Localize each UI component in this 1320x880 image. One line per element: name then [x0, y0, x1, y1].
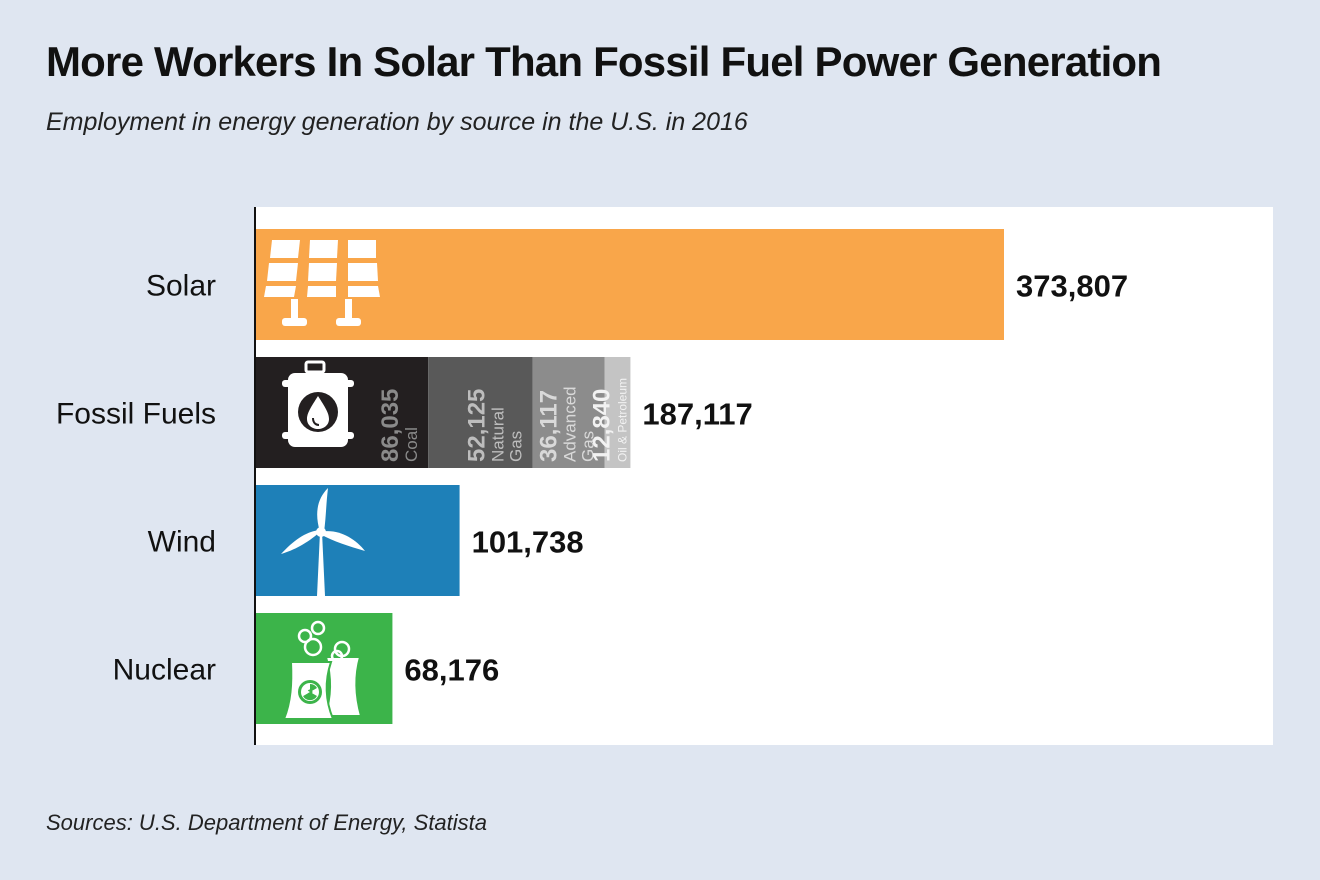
segment-value-oil-petroleum: 12,840	[588, 389, 615, 462]
segment-name-advanced-gas: Gas	[579, 431, 598, 462]
category-label-solar: Solar	[146, 270, 216, 303]
segment-name-natural-gas: Natural	[488, 407, 507, 462]
segment-name-oil-petroleum: Oil & Petroleum	[615, 378, 629, 462]
value-label-nuclear: 68,176	[404, 653, 499, 688]
chart-subtitle: Employment in energy generation by sourc…	[46, 108, 748, 136]
value-label-solar: 373,807	[1016, 269, 1128, 304]
source-note: Sources: U.S. Department of Energy, Stat…	[46, 810, 488, 835]
category-label-fossil-fuels: Fossil Fuels	[56, 398, 216, 431]
chart-title: More Workers In Solar Than Fossil Fuel P…	[46, 38, 1162, 85]
category-label-nuclear: Nuclear	[113, 654, 216, 687]
category-label-wind: Wind	[148, 526, 216, 559]
nuclear-plant-icon	[282, 620, 363, 720]
value-label-wind: 101,738	[472, 525, 584, 560]
bar-segment-oil-petroleum	[604, 357, 631, 468]
bar-wind	[256, 485, 460, 596]
oil-barrel-icon	[282, 360, 354, 447]
segment-name-natural-gas: Gas	[506, 431, 525, 462]
wind-turbine-icon	[281, 488, 365, 596]
segment-name-advanced-gas: Advanced	[561, 386, 580, 462]
bar-solar	[256, 229, 1004, 340]
segment-labels-oil-petroleum: 12,840 Oil & Petroleum	[588, 378, 629, 462]
bar-segment-advanced-gas	[532, 357, 605, 468]
bar-segment-natural-gas	[428, 357, 533, 468]
value-label-fossil-fuels: 187,117	[642, 397, 752, 432]
segment-value-advanced-gas: 36,117	[536, 390, 563, 462]
segment-value-coal: 86,035	[377, 389, 404, 462]
icons-layer	[264, 240, 380, 720]
segment-name-coal: Coal	[402, 427, 421, 462]
segment-value-natural-gas: 52,125	[463, 389, 490, 462]
solar-panel-icon	[264, 240, 380, 326]
